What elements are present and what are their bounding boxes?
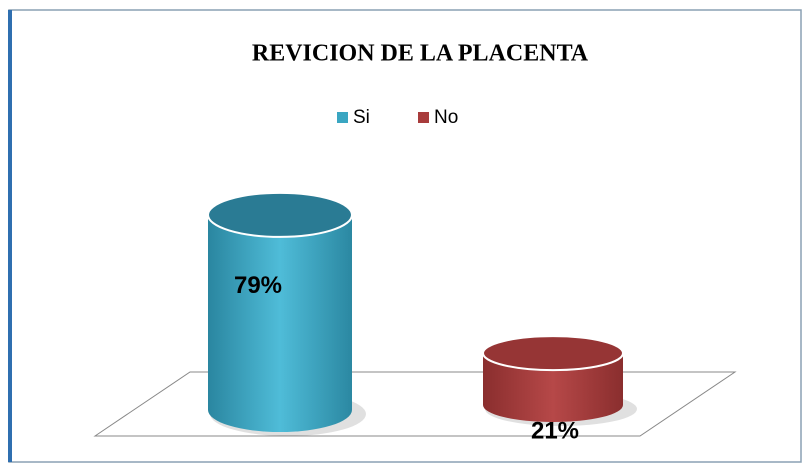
bar-top — [207, 191, 353, 238]
bar — [208, 214, 352, 432]
chart-title: REVICION DE LA PLACENTA — [252, 41, 589, 67]
legend-swatch — [418, 112, 429, 123]
bar-top — [482, 335, 624, 372]
data-label: 21% — [531, 417, 579, 444]
legend-swatch — [337, 112, 348, 123]
legend-label: No — [434, 107, 458, 128]
bar — [483, 353, 623, 422]
data-label: 79% — [234, 272, 282, 299]
floor — [93, 371, 737, 437]
legend-label: Si — [353, 107, 370, 128]
